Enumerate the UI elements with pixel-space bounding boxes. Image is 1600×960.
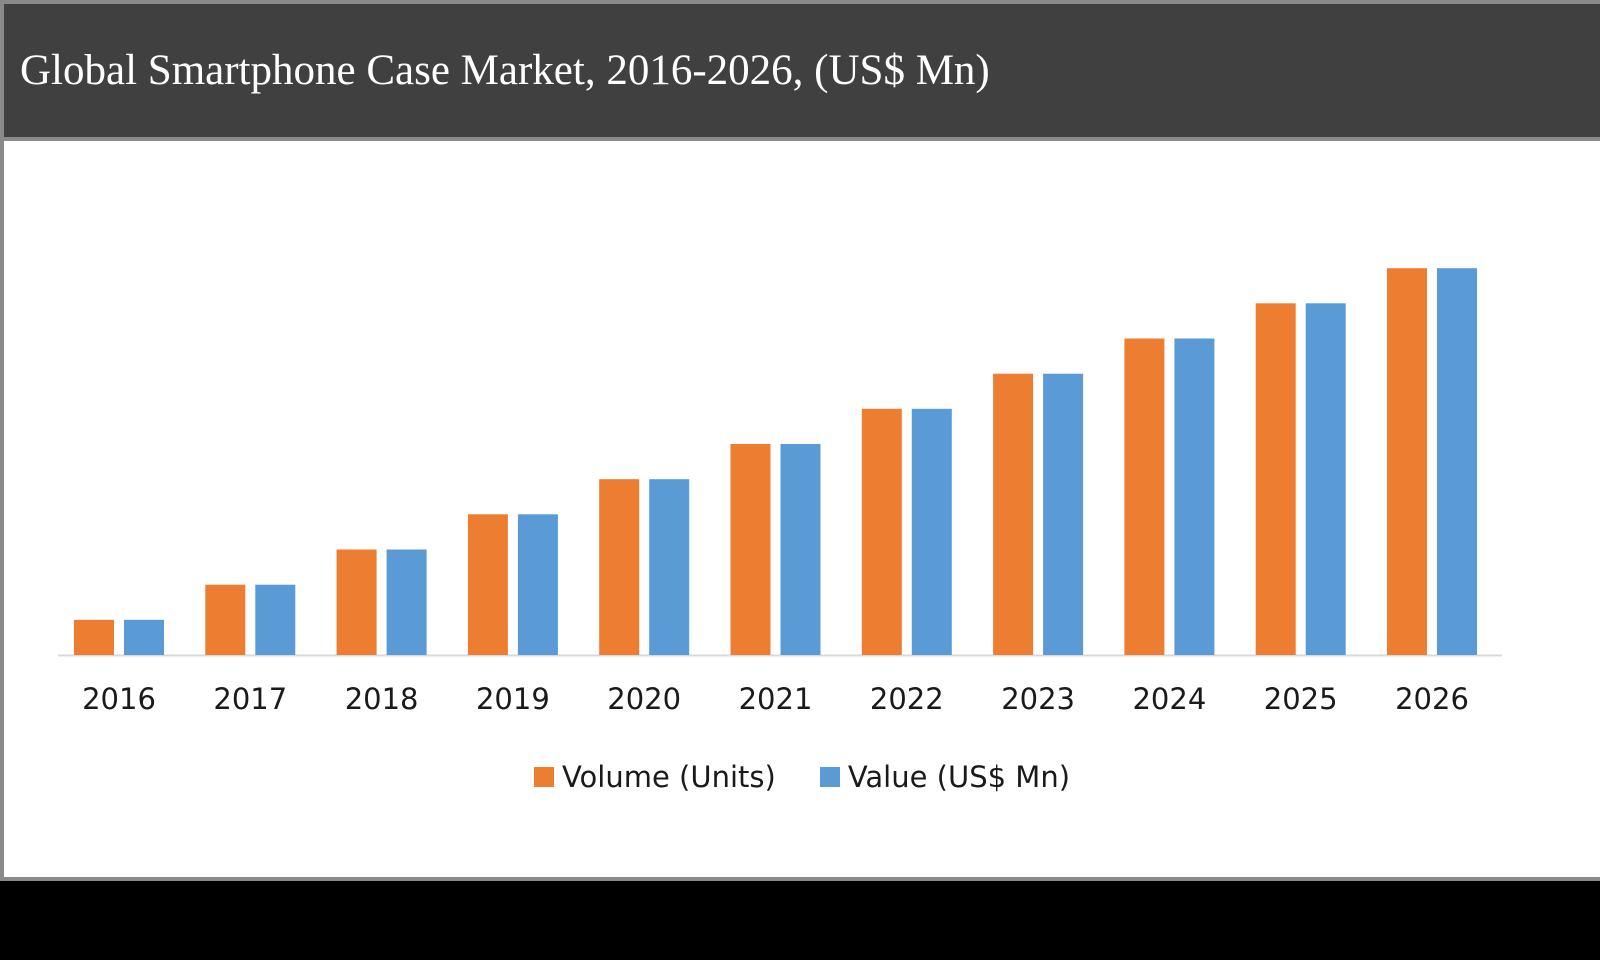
x-tick-label-2017: 2017 — [213, 682, 287, 716]
legend-label-volume: Volume (Units) — [561, 760, 776, 794]
legend-item-value: Value (US$ Mn) — [819, 760, 1071, 794]
legend-swatch-value — [819, 767, 840, 787]
x-tick-label-2020: 2020 — [607, 682, 681, 716]
bar-value-2025 — [1305, 303, 1346, 655]
x-tick-label-2022: 2022 — [870, 682, 944, 716]
legend-item-volume: Volume (Units) — [533, 760, 776, 794]
plot-area: 2016 2017 2018 2019 2020 2021 2022 2023 2024 2025… — [4, 141, 1600, 877]
bar-value-2016 — [124, 619, 164, 655]
chart-frame: Global Smartphone Case Market, 2016-2026… — [0, 0, 1600, 881]
x-tick-label-2026: 2026 — [1395, 682, 1469, 716]
bar-volume-2025 — [1255, 303, 1296, 655]
bar-volume-2018 — [336, 549, 377, 655]
bar-volume-2016 — [74, 619, 114, 655]
x-tick-label-2016: 2016 — [82, 682, 156, 716]
bar-value-2020 — [649, 479, 690, 655]
bar-chart: 2016 2017 2018 2019 2020 2021 2022 2023 2024 2025… — [58, 268, 1502, 716]
bar-volume-2020 — [599, 479, 640, 655]
bar-value-2018 — [386, 549, 427, 655]
bar-value-2022 — [911, 408, 952, 655]
chart-legend: Volume (Units) Value (US$ Mn) — [4, 755, 1600, 799]
x-tick-label-2018: 2018 — [345, 682, 419, 716]
x-tick-label-2023: 2023 — [1001, 682, 1075, 716]
bar-volume-2017 — [205, 584, 246, 655]
bar-volume-2026 — [1387, 268, 1427, 655]
bar-volume-2023 — [993, 373, 1034, 655]
x-tick-label-2021: 2021 — [739, 682, 813, 716]
bar-value-2024 — [1174, 338, 1215, 655]
bar-volume-2024 — [1124, 338, 1165, 655]
bar-value-2023 — [1043, 373, 1084, 655]
bar-volume-2021 — [730, 444, 771, 655]
chart-title: Global Smartphone Case Market, 2016-2026… — [20, 47, 990, 94]
bar-value-2026 — [1437, 268, 1477, 655]
bar-value-2019 — [517, 514, 558, 655]
legend-label-value: Value (US$ Mn) — [847, 760, 1071, 794]
legend-swatch-volume — [533, 767, 554, 787]
bar-volume-2022 — [861, 408, 902, 655]
x-tick-label-2025: 2025 — [1264, 682, 1338, 716]
x-tick-label-2019: 2019 — [476, 682, 550, 716]
bar-value-2021 — [780, 444, 821, 655]
chart-header: Global Smartphone Case Market, 2016-2026… — [4, 4, 1600, 137]
x-tick-label-2024: 2024 — [1132, 682, 1206, 716]
bar-volume-2019 — [467, 514, 508, 655]
bar-value-2017 — [255, 584, 296, 655]
